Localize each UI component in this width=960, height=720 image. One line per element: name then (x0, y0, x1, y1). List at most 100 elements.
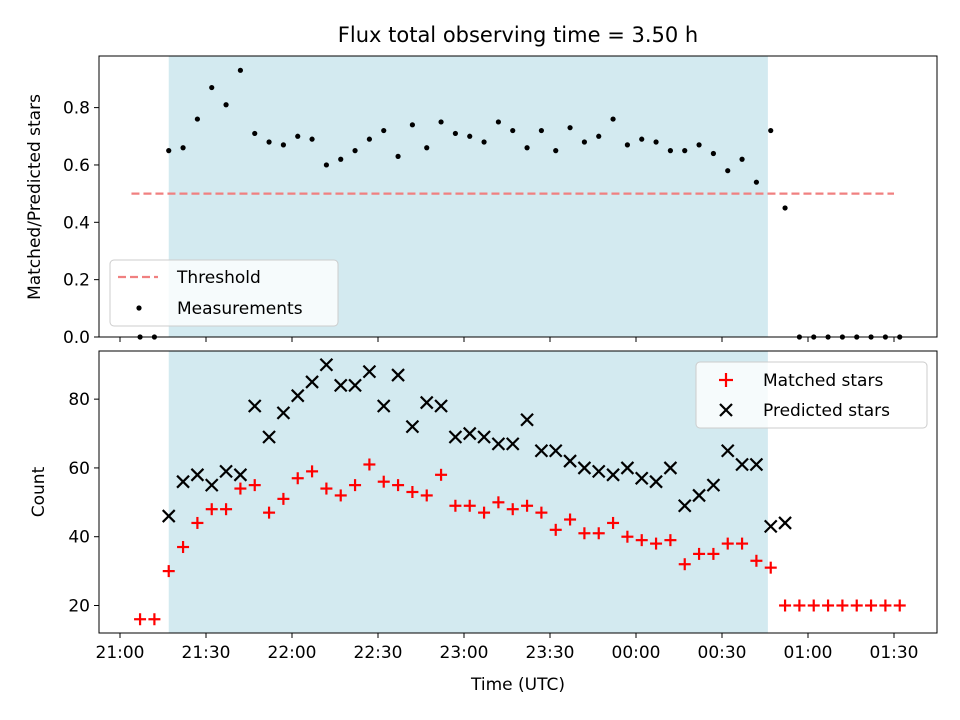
predicted-star-point (362, 364, 377, 379)
ratio-y-axis-label: Matched/Predicted stars (25, 94, 45, 300)
ratio-legend-box (109, 259, 339, 327)
predicted-star-point (419, 395, 434, 410)
ratio-y-tick-label: 0.2 (63, 271, 90, 291)
predicted-star-point (319, 357, 334, 372)
x-tick-label: 01:30 (870, 643, 919, 663)
matched-star-point (693, 547, 706, 560)
matched-star-point (248, 479, 261, 492)
measurement-point (209, 84, 215, 91)
measurement-point (553, 148, 559, 154)
measurement-point (295, 133, 301, 139)
measurement-point (653, 139, 659, 145)
matched-star-point (349, 479, 362, 492)
matched-star-point (664, 534, 677, 547)
predicted-star-point (262, 430, 276, 444)
predicted-star-point (606, 468, 620, 482)
matched-star-point (865, 599, 878, 612)
predicted-star-point (548, 443, 563, 458)
measurement-point (424, 145, 430, 151)
matched-star-point (377, 475, 390, 488)
legend-matched-swatch (719, 373, 733, 387)
measurement-point (639, 136, 645, 142)
matched-star-point (449, 499, 462, 512)
matched-star-point (822, 599, 835, 612)
x-tick-label: 00:00 (612, 643, 661, 663)
count-y-tick-label: 20 (68, 596, 90, 616)
matched-star-point (463, 499, 476, 512)
legend-measurements-swatch (136, 305, 142, 311)
matched-star-point (320, 482, 333, 495)
x-tick-label: 22:30 (354, 643, 403, 663)
predicted-star-point (434, 399, 448, 413)
predicted-star-point (677, 498, 692, 513)
matched-star-point (306, 465, 319, 478)
x-tick-label: 23:30 (526, 643, 575, 663)
predicted-star-point (763, 519, 778, 534)
predicted-star-point (190, 468, 205, 482)
matched-star-point (435, 468, 448, 481)
ratio-panel: 0.00.20.40.60.8 Matched/Predicted stars … (25, 55, 938, 348)
matched-star-point (177, 541, 190, 554)
ratio-y-tick-label: 0.6 (63, 156, 90, 176)
matched-star-point (721, 537, 734, 550)
x-tick-label: 22:00 (268, 643, 317, 663)
count-legend: Matched stars Predicted stars (695, 361, 928, 429)
measurement-point (180, 145, 186, 151)
measurement-point (309, 136, 315, 142)
matched-star-point (621, 530, 634, 543)
measurement-point (610, 116, 616, 122)
matched-star-point (162, 565, 175, 578)
matched-star-point (736, 537, 749, 550)
predicted-star-point (649, 474, 663, 489)
predicted-star-point (161, 509, 176, 523)
ratio-y-tick-label: 0.4 (63, 213, 90, 233)
measurement-point (667, 148, 674, 154)
measurement-point (237, 67, 243, 73)
observing-window-shade-bottom (168, 351, 768, 633)
ratio-y-tick-label: 0.8 (63, 99, 90, 119)
measurement-point (538, 127, 545, 134)
matched-star-point (549, 523, 562, 536)
matched-star-point (291, 472, 304, 485)
x-tick-label: 00:30 (698, 643, 747, 663)
legend-measurements-label: Measurements (177, 299, 303, 319)
count-y-tick-label: 40 (68, 528, 90, 548)
matched-star-point (678, 558, 691, 571)
measurement-point (524, 145, 530, 151)
predicted-star-point (176, 474, 190, 489)
measurement-point (725, 168, 731, 174)
predicted-star-point (491, 437, 506, 451)
x-tick-label: 21:00 (96, 643, 145, 663)
predicted-star-point (233, 468, 248, 482)
matched-star-point (406, 486, 419, 498)
matched-star-point (879, 599, 892, 612)
matched-star-point (148, 613, 161, 626)
predicted-star-point (577, 461, 592, 475)
measurement-point (166, 148, 172, 154)
predicted-star-point (505, 437, 520, 451)
measurement-point (438, 119, 444, 125)
matched-star-point (578, 527, 591, 540)
matched-star-point (506, 503, 519, 516)
predicted-star-point (778, 516, 792, 530)
predicted-star-point (634, 471, 649, 486)
matched-star-point (635, 534, 648, 547)
predicted-star-point (305, 375, 319, 389)
measurement-point (481, 139, 487, 145)
matched-star-point (836, 599, 849, 612)
predicted-star-point (276, 406, 291, 420)
measurement-point (739, 156, 745, 162)
predicted-star-point (663, 461, 678, 475)
matched-star-point (263, 506, 276, 519)
ratio-panel-frame (98, 55, 938, 338)
measurement-point (352, 148, 358, 154)
x-tick-label: 21:30 (182, 643, 231, 663)
measurement-point (753, 179, 760, 185)
matched-star-point (220, 503, 233, 516)
matched-star-point (650, 537, 663, 550)
matched-star-point (521, 499, 534, 512)
predicted-star-point (720, 443, 735, 458)
predicted-star-point (706, 478, 721, 492)
matched-star-point (793, 599, 806, 612)
